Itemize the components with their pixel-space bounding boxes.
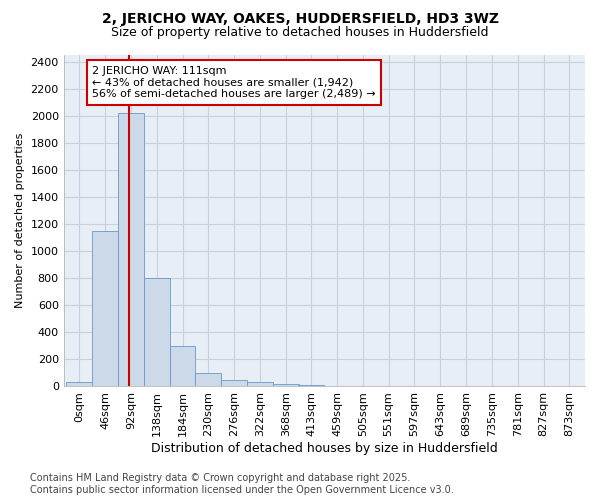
Bar xyxy=(273,384,299,386)
Bar xyxy=(144,278,170,386)
Text: 2, JERICHO WAY, OAKES, HUDDERSFIELD, HD3 3WZ: 2, JERICHO WAY, OAKES, HUDDERSFIELD, HD3… xyxy=(101,12,499,26)
Text: Size of property relative to detached houses in Huddersfield: Size of property relative to detached ho… xyxy=(111,26,489,39)
Text: 2 JERICHO WAY: 111sqm
← 43% of detached houses are smaller (1,942)
56% of semi-d: 2 JERICHO WAY: 111sqm ← 43% of detached … xyxy=(92,66,376,99)
Bar xyxy=(92,231,118,386)
X-axis label: Distribution of detached houses by size in Huddersfield: Distribution of detached houses by size … xyxy=(151,442,498,455)
Bar xyxy=(247,382,273,386)
Y-axis label: Number of detached properties: Number of detached properties xyxy=(15,133,25,308)
Bar xyxy=(118,113,144,386)
Bar xyxy=(196,373,221,386)
Bar xyxy=(66,382,92,386)
Bar xyxy=(221,380,247,386)
Text: Contains HM Land Registry data © Crown copyright and database right 2025.
Contai: Contains HM Land Registry data © Crown c… xyxy=(30,474,454,495)
Bar xyxy=(170,346,196,387)
Bar xyxy=(298,385,324,386)
